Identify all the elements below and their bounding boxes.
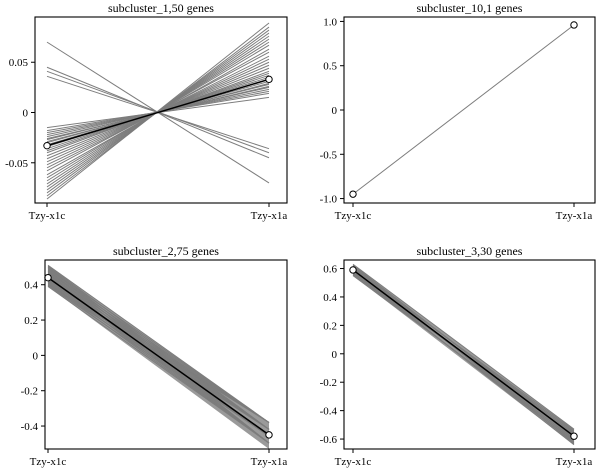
x-tick-label: Tzy-x1c xyxy=(29,210,66,222)
mean-line xyxy=(352,269,575,437)
gene-line xyxy=(47,283,270,423)
x-tick-label: Tzy-x1a xyxy=(251,456,288,468)
y-tick-label: 1.0 xyxy=(323,16,337,28)
gene-line xyxy=(47,286,270,444)
y-tick-label: 0.4 xyxy=(323,292,337,304)
y-tick-label: -0.4 xyxy=(320,406,338,418)
chart-panel-2: subcluster_10,1 genes -1.0 -0.5 0 0.5 1.0 Tzy-… xyxy=(320,1,596,222)
y-tick-label: -0.5 xyxy=(320,149,338,161)
y-tick-label: 0 xyxy=(332,349,338,361)
y-tick-label: 0.5 xyxy=(323,61,337,73)
y-tick-label: 0.6 xyxy=(323,264,337,276)
x-tick-label: Tzy-x1a xyxy=(556,456,593,468)
mean-point-start xyxy=(349,190,357,198)
gene-line xyxy=(352,269,575,431)
mean-point-start xyxy=(44,273,52,282)
chart-title: subcluster_10,1 genes xyxy=(417,1,523,15)
x-tick-label: Tzy-x1c xyxy=(30,456,67,468)
plot-frame xyxy=(343,16,596,204)
y-tick-label: 0 xyxy=(332,105,338,117)
y-tick-label: -0.2 xyxy=(21,386,38,398)
mean-line xyxy=(47,277,270,436)
y-tick-label: 0.4 xyxy=(24,280,38,292)
chart-panel-4: subcluster_3,30 genes -0.6 -0.4 -0.2 0 0.2 0.4… xyxy=(320,244,596,468)
chart-panel-1: subcluster_1,50 genes -0.05 0 0.05 Tzy-x1c Tz… xyxy=(5,1,288,222)
x-tick-label: Tzy-x1a xyxy=(556,210,593,222)
gene-line xyxy=(46,22,270,200)
mean-point-start xyxy=(349,266,357,274)
y-tick-label: 0.2 xyxy=(323,320,337,332)
gene-line xyxy=(352,275,575,439)
chart-title: subcluster_1,50 genes xyxy=(108,1,214,15)
plot-frame xyxy=(44,259,288,450)
y-tick-label: -0.4 xyxy=(21,421,39,433)
y-tick-label: -0.2 xyxy=(320,377,337,389)
y-tick-label: -1.0 xyxy=(320,194,338,206)
x-tick-label: Tzy-x1a xyxy=(251,210,288,222)
mean-point-end xyxy=(570,432,578,440)
chart-title: subcluster_2,75 genes xyxy=(113,244,219,258)
plot-frame xyxy=(343,259,596,450)
mean-point-end xyxy=(570,21,578,29)
mean-point-start xyxy=(43,141,51,150)
mean-point-end xyxy=(265,431,273,439)
chart-panel-3: subcluster_2,75 genes -0.4 -0.2 0 0.2 0.4 Tzy-… xyxy=(21,244,288,468)
mean-point-end xyxy=(265,75,273,84)
chart-title: subcluster_3,30 genes xyxy=(417,244,523,258)
y-tick-label: -0.05 xyxy=(5,158,28,170)
gene-line xyxy=(352,24,575,195)
y-tick-label: 0.2 xyxy=(24,315,38,327)
x-tick-label: Tzy-x1c xyxy=(335,456,372,468)
x-tick-label: Tzy-x1c xyxy=(335,210,372,222)
mean-line xyxy=(46,78,270,147)
gene-line xyxy=(47,285,270,437)
y-tick-label: 0.05 xyxy=(9,57,29,69)
gene-line xyxy=(352,263,575,430)
y-tick-label: 0 xyxy=(23,108,29,120)
y-tick-label: -0.6 xyxy=(320,434,338,446)
plot-frame xyxy=(34,16,288,204)
y-tick-label: 0 xyxy=(33,350,39,362)
